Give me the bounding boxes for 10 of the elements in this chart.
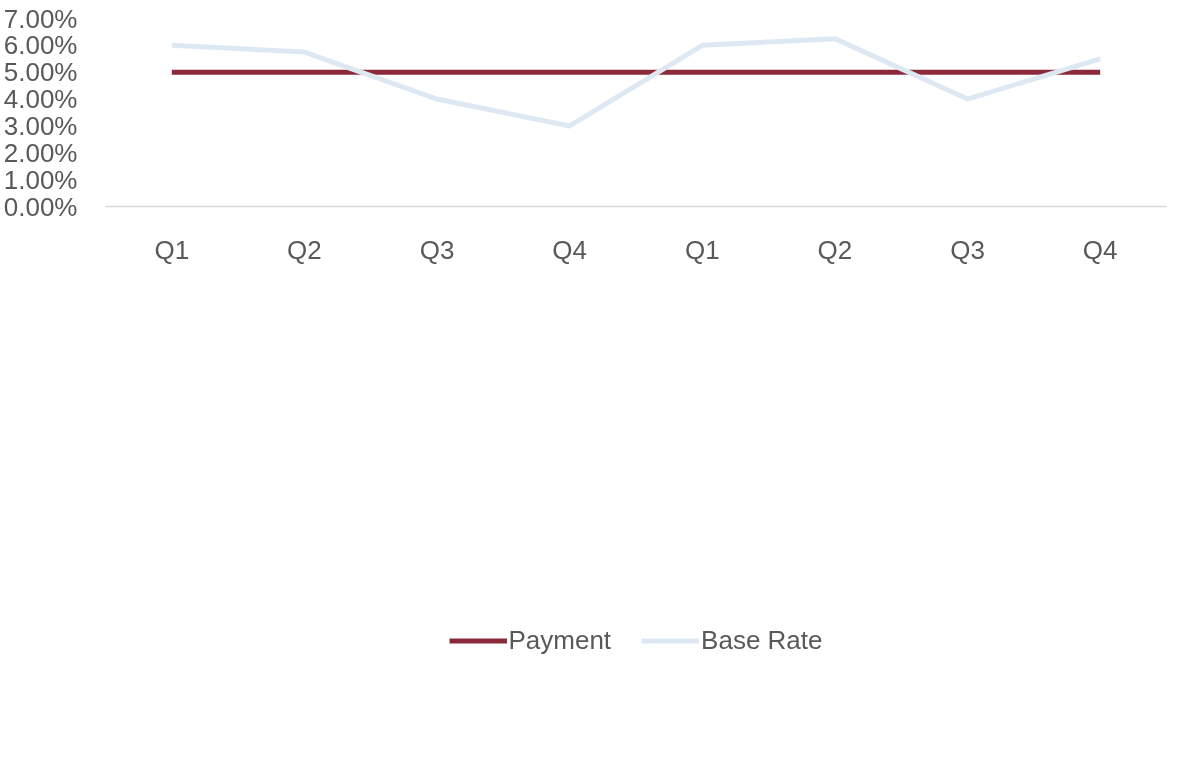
- x-tick-label: Q1: [154, 234, 190, 265]
- x-tick-label: Q2: [817, 234, 853, 265]
- x-tick-label: Q4: [552, 234, 588, 265]
- x-tick-label: Q4: [1082, 234, 1118, 265]
- legend-label: Payment: [508, 624, 612, 656]
- x-tick-label: Q1: [684, 234, 720, 265]
- legend-label: Base Rate: [701, 624, 823, 656]
- x-tick-label: Q3: [419, 234, 455, 265]
- x-tick-label: Q3: [950, 234, 985, 265]
- x-tick-label: Q2: [287, 234, 322, 265]
